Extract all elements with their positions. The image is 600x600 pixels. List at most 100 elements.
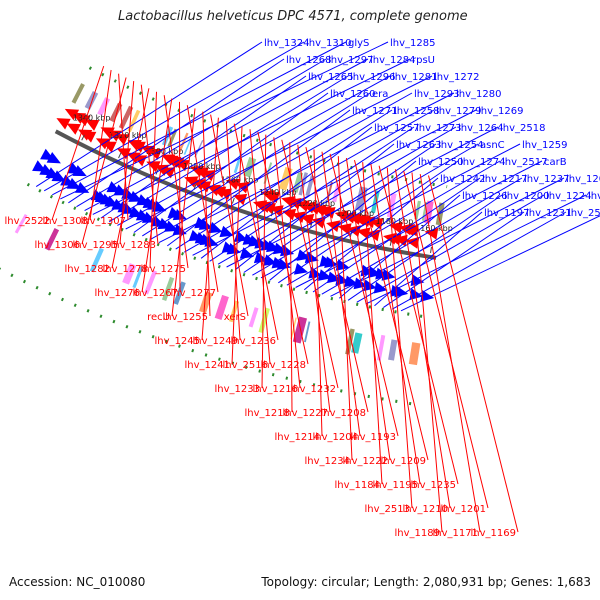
reverse-gene-label: lhv_1233 (215, 384, 260, 395)
forward-gene-label: lhv_1297 (328, 55, 373, 66)
forward-gene-label: lhv_1268 (286, 55, 331, 66)
forward-gene-arrow (164, 220, 179, 232)
reverse-gene-arrow (131, 141, 146, 153)
cog-color-block (351, 332, 363, 354)
forward-gene-label: lhv_2518 (500, 123, 545, 134)
reverse-gene-label-leader (386, 167, 413, 509)
reverse-gene-label-leader (289, 142, 293, 413)
reverse-gene-arrow (321, 206, 336, 219)
forward-gene-label-leader (295, 160, 543, 288)
reverse-gene-label: lhv_1255 (163, 312, 208, 323)
forward-gene-label-leader (150, 92, 413, 240)
accession-label: Accession: NC_010080 (9, 575, 146, 589)
reverse-gene-label: lhv_2522 (5, 216, 50, 227)
cog-color-block (292, 316, 307, 344)
forward-gene-label-leader (133, 92, 329, 233)
reverse-gene-label: lhv_1235 (411, 480, 456, 491)
forward-gene-label: lhv_1254 (438, 140, 483, 151)
reverse-gene-label-leader (249, 129, 271, 365)
forward-gene-arrow (208, 221, 223, 234)
reverse-gene-arrow (341, 211, 356, 224)
reverse-gene-label: lhv_1275 (141, 264, 186, 275)
scale-tick-label: 1340 kbp (73, 114, 111, 123)
forward-gene-arrow (324, 256, 339, 269)
reverse-gene-arrow (66, 123, 81, 135)
forward-gene-label: lhv_1226 (462, 191, 507, 202)
reverse-gene-label: lhv_1195 (373, 480, 418, 491)
cog-color-block (233, 153, 243, 174)
reverse-gene-label: lhv_1184 (335, 480, 380, 491)
reverse-gene-arrow (126, 152, 141, 164)
forward-gene-label-leader (347, 194, 503, 301)
reverse-gene-label: lhv_1245 (155, 336, 200, 347)
cog-color-block (198, 291, 213, 314)
reverse-gene-label: lhv_1276 (95, 288, 140, 299)
reverse-gene-label: lhv_1193 (351, 432, 396, 443)
reverse-gene-arrow (388, 221, 403, 234)
reverse-gene-arrow (82, 131, 97, 143)
forward-gene-label: lhv_1274 (460, 157, 505, 168)
reverse-gene-label-leader (345, 158, 391, 461)
scale-tick-label: 1200 kbp (336, 209, 374, 218)
forward-gene-label: lhv_1242 (440, 174, 485, 185)
reverse-gene-label-leader (171, 108, 196, 317)
reverse-gene-arrow (114, 134, 130, 146)
reverse-gene-label-leader (51, 65, 105, 221)
forward-gene-arrow (293, 263, 309, 275)
reverse-gene-arrow (191, 179, 206, 191)
forward-gene-label-leader (43, 41, 305, 192)
reverse-gene-label: lhv_2513 (365, 504, 410, 515)
forward-gene-label: lhv_1324 (264, 38, 309, 49)
forward-gene-label-leader (84, 58, 369, 212)
cog-color-block (423, 200, 434, 224)
forward-gene-label: lhv_1269 (478, 106, 523, 117)
reverse-gene-label: lhv_1307 (81, 216, 126, 227)
reverse-gene-label-leader (354, 159, 429, 461)
cog-color-block (183, 134, 194, 155)
forward-gene-label-leader (278, 160, 459, 284)
reverse-gene-label-leader (186, 105, 219, 293)
cog-color-block (144, 270, 158, 295)
reverse-gene-arrow (295, 200, 310, 212)
scale-tick (231, 197, 235, 204)
reverse-gene-label-leader (281, 139, 339, 389)
forward-gene-arrow (51, 170, 66, 182)
forward-gene-label-leader (200, 126, 373, 259)
forward-gene-label-leader (356, 194, 545, 303)
reverse-gene-label-leader (210, 114, 249, 317)
forward-gene-label-leader (158, 92, 455, 244)
forward-gene-label-leader (92, 58, 411, 215)
cog-color-block (167, 128, 178, 148)
cog-color-block (71, 83, 85, 104)
reverse-gene-label-leader (231, 126, 243, 365)
reverse-gene-label: xerS (224, 312, 246, 323)
reverse-gene-label: lhv_1278 (103, 264, 148, 275)
reverse-gene-arrow (85, 119, 100, 131)
reverse-gene-label: lhv_1267 (133, 288, 178, 299)
reverse-gene-label-leader (297, 144, 331, 413)
reverse-gene-arrow (56, 118, 71, 130)
forward-gene-label: lhv_1264 (458, 123, 503, 134)
cog-color-block (408, 342, 421, 366)
reverse-gene-label: lhv_1204 (313, 432, 358, 443)
reverse-gene-label-leader (329, 153, 399, 437)
forward-gene-label: lhv_1199 (588, 191, 600, 202)
forward-gene-label: lhv_1259 (522, 140, 567, 151)
reverse-gene-label: lhv_1306 (35, 240, 80, 251)
topology-label: Topology: circular; Length: 2,080,931 bp… (261, 575, 591, 589)
reverse-gene-label: lhv_1234 (305, 456, 350, 467)
forward-gene-label-leader (374, 211, 483, 307)
forward-gene-label: lhv_2511 (568, 208, 600, 219)
reverse-gene-label: lhv_1283 (111, 240, 156, 251)
forward-gene-label: lhv_1237 (524, 174, 569, 185)
forward-gene-arrow (381, 268, 396, 281)
cog-color-block (214, 294, 229, 321)
cog-color-block (14, 214, 28, 234)
reverse-gene-label: lhv_1210 (403, 504, 448, 515)
genome-backbone (54, 129, 437, 260)
reverse-gene-label-leader (305, 146, 369, 413)
reverse-gene-label: lhv_1308 (43, 216, 88, 227)
scale-tick-label: 1300 kbp (146, 147, 184, 156)
forward-gene-label: rpsU (412, 55, 435, 66)
forward-gene-label-leader (269, 160, 417, 281)
